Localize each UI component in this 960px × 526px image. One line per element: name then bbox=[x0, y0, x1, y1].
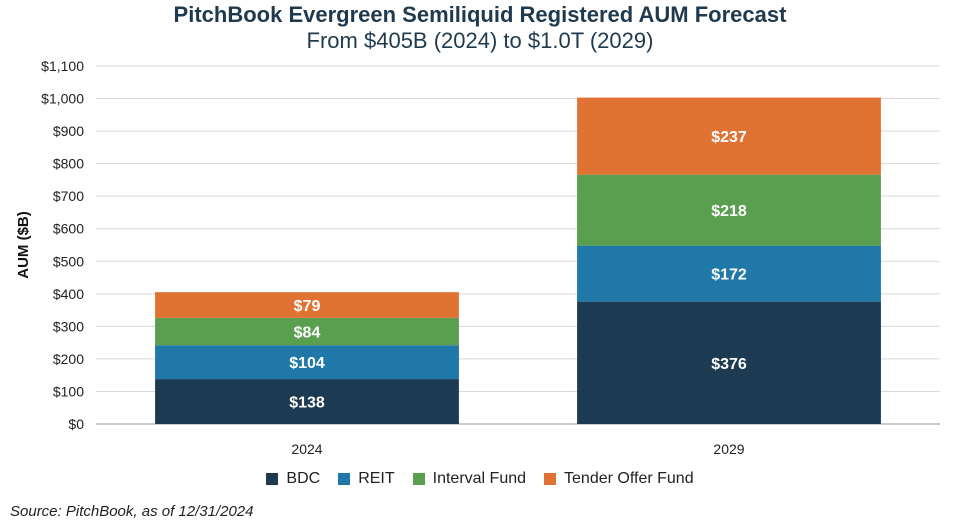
legend-label: Tender Offer Fund bbox=[564, 470, 694, 487]
data-label: $84 bbox=[294, 325, 321, 342]
legend-swatch bbox=[544, 473, 557, 485]
y-tick-label: $400 bbox=[53, 286, 84, 302]
bar-segment-bdc bbox=[577, 301, 881, 424]
data-label: $79 bbox=[294, 298, 321, 315]
y-tick-label: $700 bbox=[53, 188, 84, 204]
stacked-bar-chart: $0 $100 $200 $300 $400 $500 $600 $700 $800 $900 $1… bbox=[15, 58, 940, 457]
legend-label: Interval Fund bbox=[432, 470, 527, 487]
source-note: Source: PitchBook, as of 12/31/2024 bbox=[10, 503, 254, 520]
bar-segment-interval-fund bbox=[577, 174, 881, 246]
y-tick-label: $1,100 bbox=[41, 58, 84, 74]
y-axis-label: AUM ($B) bbox=[15, 211, 32, 279]
y-tick-label: $600 bbox=[53, 221, 84, 237]
x-axis-categories: 2024 2029 bbox=[291, 441, 744, 457]
bar-segment-bdc bbox=[155, 379, 459, 424]
y-tick-label: $800 bbox=[53, 156, 84, 172]
legend-swatch bbox=[266, 473, 279, 485]
legend-label: BDC bbox=[286, 470, 321, 487]
chart-subtitle: From $405B (2024) to $1.0T (2029) bbox=[306, 28, 654, 53]
bar-segment-reit bbox=[577, 245, 881, 302]
bar-segment-tender-offer-fund bbox=[155, 292, 459, 318]
data-label: $376 bbox=[711, 356, 747, 373]
chart-title: PitchBook Evergreen Semiliquid Registere… bbox=[173, 2, 787, 27]
legend: BDC REIT Interval Fund Tender Offer Fund bbox=[0, 470, 960, 488]
data-label: $172 bbox=[711, 267, 747, 284]
y-tick-label: $300 bbox=[53, 318, 84, 334]
data-labels: $138 $104 $84 $79 $376 $172 $218 $237 bbox=[289, 129, 747, 411]
data-label: $218 bbox=[711, 203, 747, 220]
y-tick-label: $1,000 bbox=[41, 91, 84, 107]
x-category-label: 2029 bbox=[713, 441, 744, 457]
bar-segment-reit bbox=[155, 345, 459, 380]
y-axis-ticks: $0 $100 $200 $300 $400 $500 $600 $700 $800 $900 $1… bbox=[41, 58, 84, 432]
data-label: $138 bbox=[289, 395, 325, 412]
bars bbox=[155, 97, 881, 424]
y-tick-label: $0 bbox=[68, 416, 84, 432]
data-label: $104 bbox=[289, 355, 325, 372]
legend-item: BDC bbox=[266, 470, 320, 488]
legend-item: Tender Offer Fund bbox=[544, 470, 694, 488]
bar-segment-tender-offer-fund bbox=[577, 97, 881, 175]
legend-swatch bbox=[338, 473, 351, 485]
x-category-label: 2024 bbox=[291, 441, 322, 457]
y-tick-label: $200 bbox=[53, 351, 84, 367]
bar-segment-interval-fund bbox=[155, 317, 459, 346]
legend-swatch bbox=[412, 473, 425, 485]
y-tick-label: $500 bbox=[53, 253, 84, 269]
legend-label: REIT bbox=[358, 470, 395, 487]
y-tick-label: $900 bbox=[53, 123, 84, 139]
legend-item: Interval Fund bbox=[412, 470, 527, 488]
legend-item: REIT bbox=[338, 470, 395, 488]
data-label: $237 bbox=[711, 129, 747, 146]
y-tick-label: $100 bbox=[53, 383, 84, 399]
